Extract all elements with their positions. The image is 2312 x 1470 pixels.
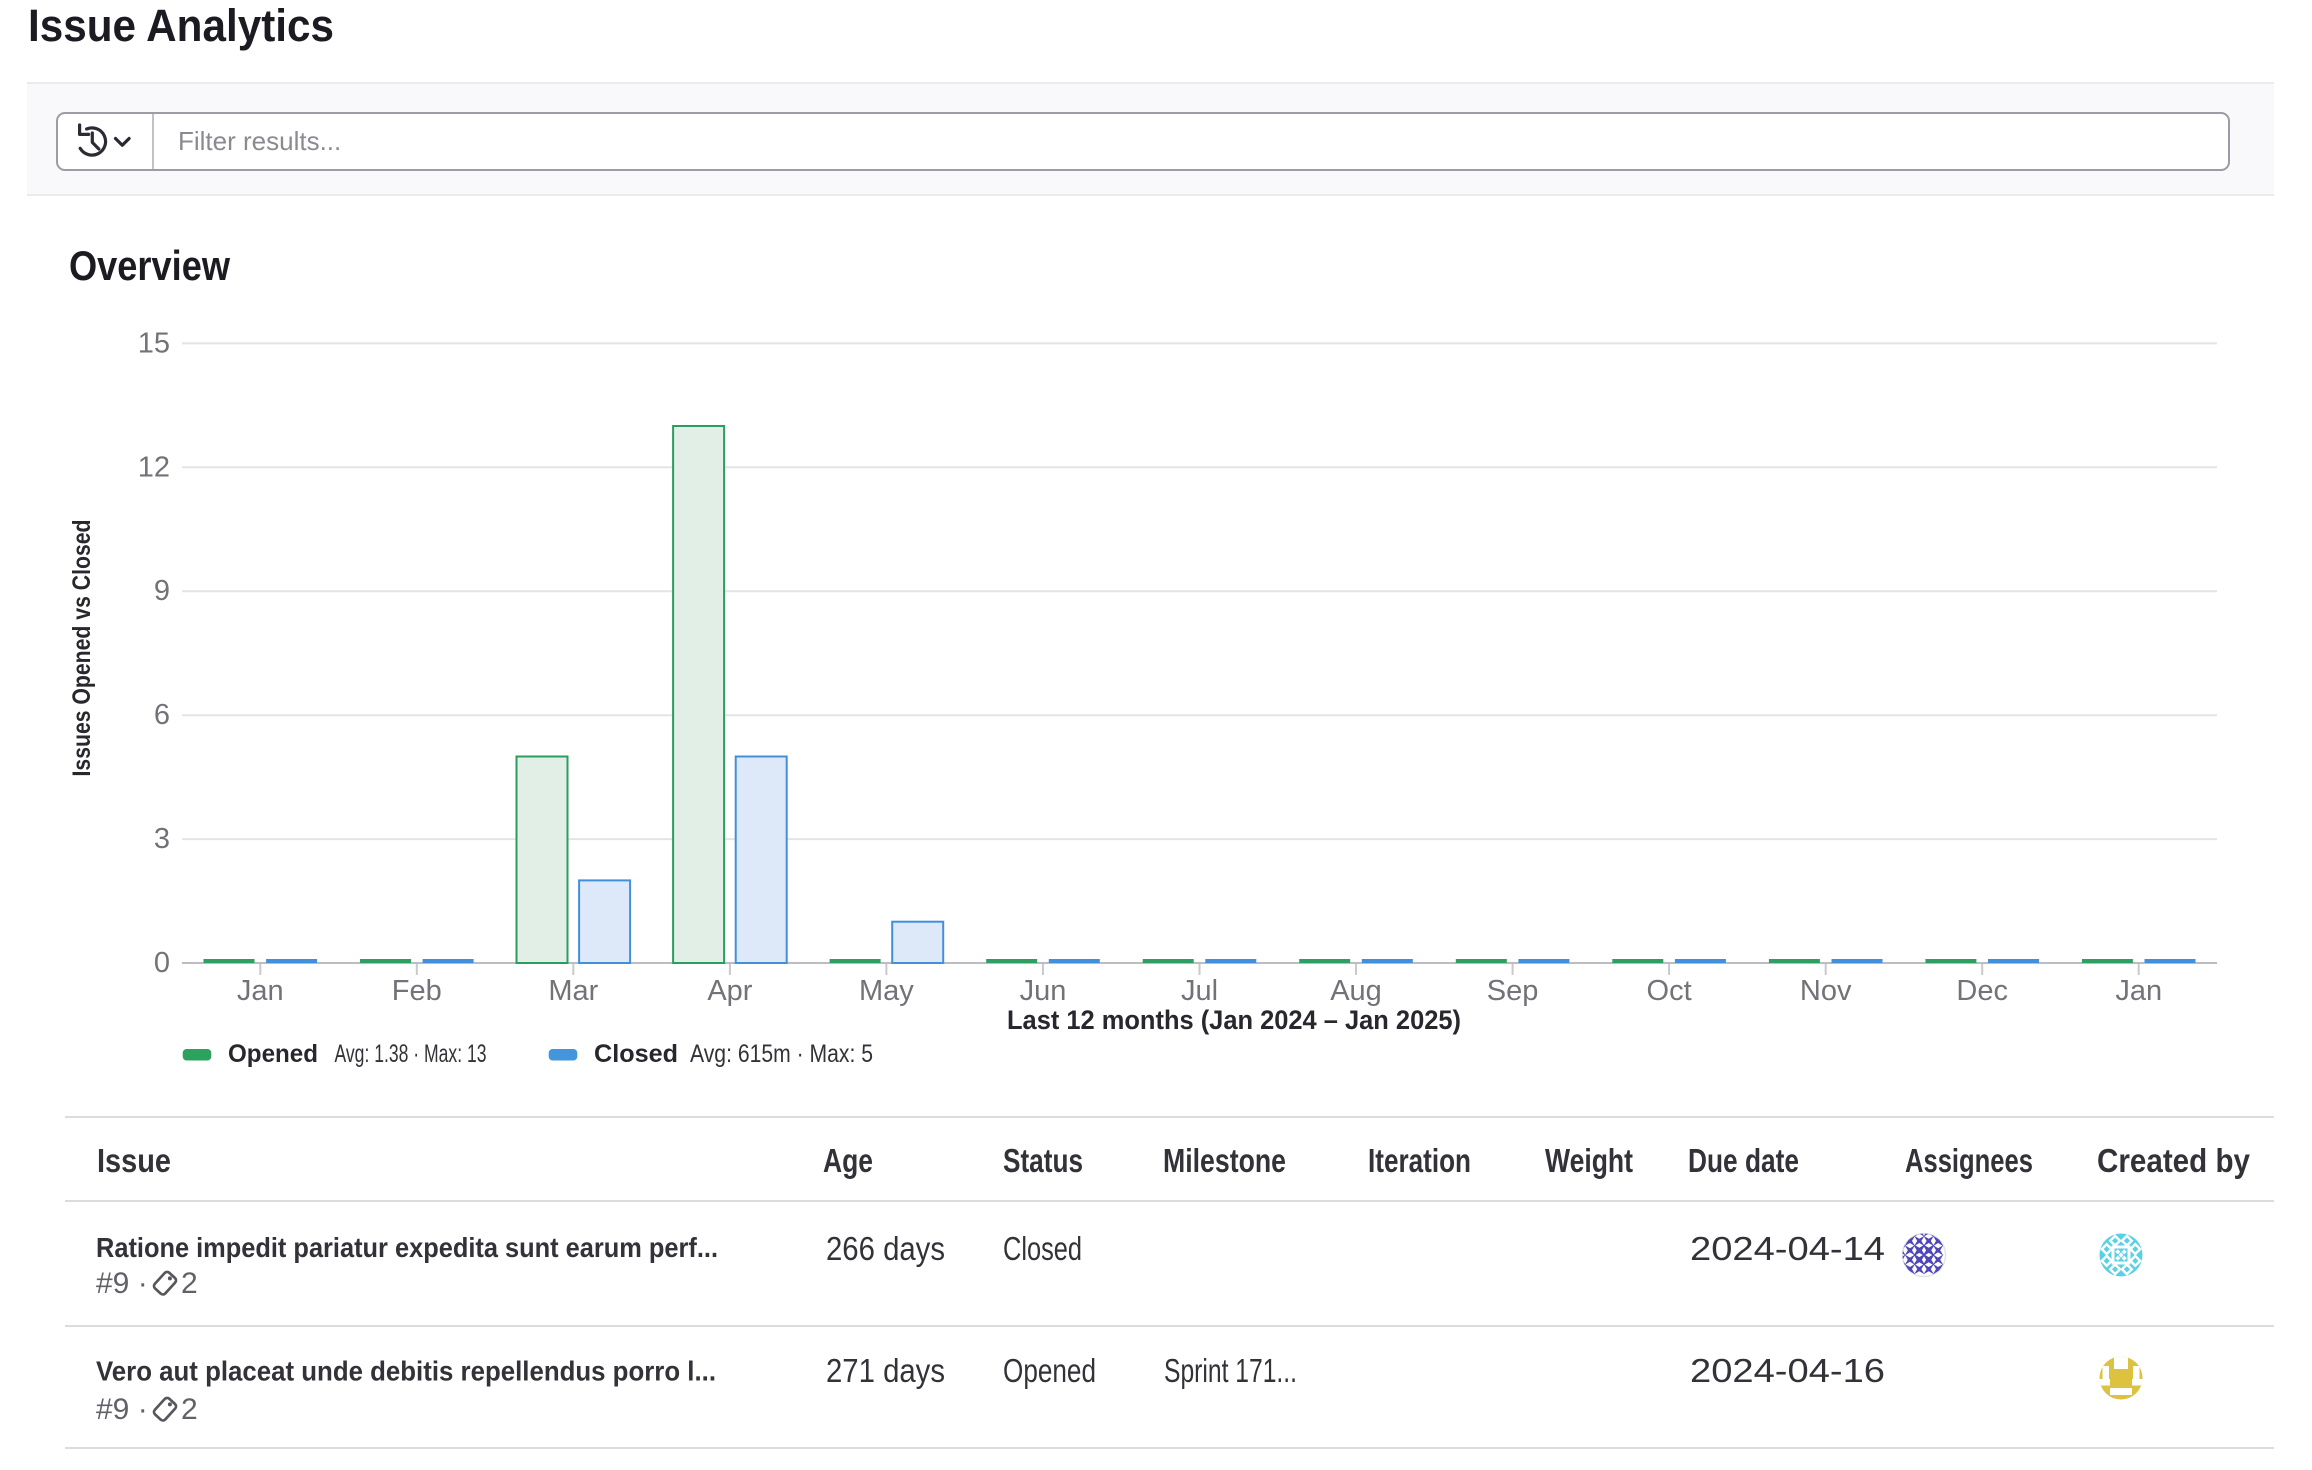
svg-text:Issue Analytics: Issue Analytics xyxy=(28,0,334,51)
svg-text:6: 6 xyxy=(154,699,170,731)
svg-text:Avg: 1.38 · Max: 13: Avg: 1.38 · Max: 13 xyxy=(335,1040,487,1068)
svg-text:Jan: Jan xyxy=(2115,975,2162,1007)
svg-text:Avg: 615m · Max: 5: Avg: 615m · Max: 5 xyxy=(690,1040,873,1068)
svg-text:0: 0 xyxy=(154,947,170,979)
svg-text:Opened: Opened xyxy=(1003,1352,1096,1389)
svg-text:Closed: Closed xyxy=(1003,1230,1082,1267)
svg-text:15: 15 xyxy=(138,327,170,359)
svg-text:May: May xyxy=(859,975,914,1007)
svg-text:Oct: Oct xyxy=(1647,975,1692,1007)
svg-text:266 days: 266 days xyxy=(826,1230,945,1267)
svg-text:Filter results...: Filter results... xyxy=(178,126,341,156)
svg-text:Ratione impedit pariatur exped: Ratione impedit pariatur expedita sunt e… xyxy=(96,1232,718,1263)
svg-text:Closed: Closed xyxy=(594,1040,678,1068)
svg-text:Overview: Overview xyxy=(69,242,230,289)
svg-text:Last 12 months (Jan 2024 – Jan: Last 12 months (Jan 2024 – Jan 2025) xyxy=(1007,1005,1461,1035)
svg-text:Nov: Nov xyxy=(1800,975,1852,1007)
svg-text:Opened: Opened xyxy=(228,1040,318,1068)
svg-text:Sprint 171...: Sprint 171... xyxy=(1164,1352,1297,1389)
svg-text:Dec: Dec xyxy=(1956,975,2008,1007)
svg-text:Milestone: Milestone xyxy=(1163,1142,1286,1179)
svg-text:Sep: Sep xyxy=(1487,975,1539,1007)
svg-text:#9 ·: #9 · xyxy=(96,1393,148,1426)
svg-text:Apr: Apr xyxy=(707,975,752,1007)
svg-text:Due date: Due date xyxy=(1688,1142,1799,1179)
svg-text:Weight: Weight xyxy=(1545,1142,1633,1179)
svg-text:Mar: Mar xyxy=(548,975,598,1007)
svg-text:Aug: Aug xyxy=(1330,975,1382,1007)
svg-text:Assignees: Assignees xyxy=(1905,1142,2033,1179)
svg-text:271 days: 271 days xyxy=(826,1352,945,1389)
svg-text:Issue: Issue xyxy=(97,1142,171,1179)
svg-text:2024-04-14: 2024-04-14 xyxy=(1690,1230,1885,1267)
svg-text:3: 3 xyxy=(154,823,170,855)
svg-text:Age: Age xyxy=(823,1142,873,1179)
svg-text:2: 2 xyxy=(181,1267,198,1300)
svg-text:Created by: Created by xyxy=(2097,1142,2251,1179)
svg-text:Jan: Jan xyxy=(237,975,284,1007)
svg-text:2024-04-16: 2024-04-16 xyxy=(1690,1352,1885,1389)
svg-text:Status: Status xyxy=(1003,1142,1083,1179)
svg-text:Iteration: Iteration xyxy=(1368,1142,1471,1179)
svg-text:#9 ·: #9 · xyxy=(96,1267,148,1300)
svg-text:Vero aut placeat unde debitis: Vero aut placeat unde debitis repellendu… xyxy=(96,1356,716,1387)
svg-text:9: 9 xyxy=(154,575,170,607)
svg-text:Issues Opened vs Closed: Issues Opened vs Closed xyxy=(68,520,96,777)
svg-text:2: 2 xyxy=(181,1393,198,1426)
svg-text:Jul: Jul xyxy=(1181,975,1218,1007)
svg-text:Feb: Feb xyxy=(392,975,442,1007)
svg-text:Jun: Jun xyxy=(1020,975,1067,1007)
svg-text:12: 12 xyxy=(138,451,170,483)
